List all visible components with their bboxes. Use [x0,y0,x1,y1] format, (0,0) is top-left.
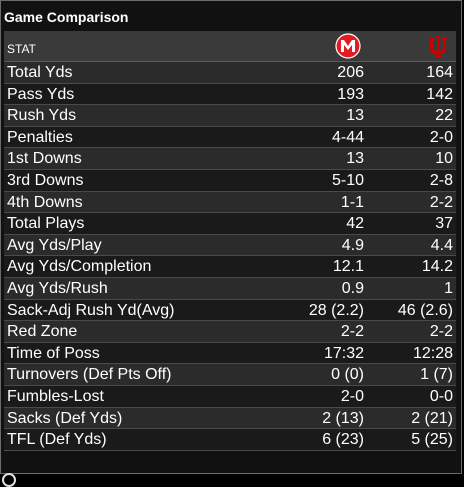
stat-row: Red Zone 2-2 2-2 [4,321,456,343]
team1-value: 4.9 [341,236,364,254]
stat-label: Time of Poss [7,344,100,362]
team2-value: 14.2 [421,258,453,276]
stat-row: 4th Downs 1-1 2-2 [4,191,456,214]
team1-value: 2-2 [340,323,364,341]
team1-value: 193 [337,85,364,103]
team2-value: 5 (25) [411,431,453,449]
team2-value: 2 (21) [411,409,453,427]
stat-label: Red Zone [7,323,78,341]
team2-value: 37 [435,215,453,233]
stat-row: Pass Yds 193 142 [4,83,456,106]
stat-label: 1st Downs [7,150,82,168]
bottom-strip [0,474,464,478]
team2-value: 2-0 [429,128,453,146]
stat-label: Sack-Adj Rush Yd(Avg) [7,301,175,319]
team2-value: 0-0 [429,387,453,405]
team1-value: 1-1 [340,193,364,211]
stat-label: Sacks (Def Yds) [7,409,123,427]
team2-value: 1 (7) [420,366,453,384]
team2-value: 2-8 [429,171,453,189]
team2-value: 46 (2.6) [397,301,453,319]
stat-label: 3rd Downs [7,171,84,189]
team2-value: 10 [435,150,453,168]
indiana-iu-logo-icon [429,35,447,58]
team2-value: 1 [444,279,453,297]
team1-value: 4-44 [331,128,364,146]
stat-row: Rush Yds 13 22 [4,105,456,127]
stat-row: Sacks (Def Yds) 2 (13) 2 (21) [4,407,456,430]
stat-row: Time of Poss 17:32 12:28 [4,342,456,365]
team2-value: 2-2 [429,193,453,211]
stat-label: Total Plays [7,215,85,233]
stat-row: Penalties 4-44 2-0 [4,126,456,149]
team1-value: 5-10 [331,171,364,189]
stat-label: Fumbles-Lost [7,387,104,405]
team1-value: 2 (13) [322,409,364,427]
panel-title: Game Comparison [4,9,129,25]
team2-value: 22 [435,107,453,125]
team1-value: 13 [346,107,364,125]
team1-value: 206 [337,64,364,81]
stat-rows: Total Yds 206 164 Pass Yds 193 142 Rush … [4,62,456,451]
team1-value: 17:32 [323,344,364,362]
stat-label: Turnovers (Def Pts Off) [7,366,172,384]
stat-row: TFL (Def Yds) 6 (23) 5 (25) [4,429,456,451]
team2-value: 2-2 [429,323,453,341]
team1-value: 13 [346,150,364,168]
stat-row: 1st Downs 13 10 [4,148,456,170]
stat-row: Fumbles-Lost 2-0 0-0 [4,385,456,408]
stat-label: TFL (Def Yds) [7,431,107,449]
stat-column-header: STAT [7,42,36,56]
maryland-m-logo-icon [335,33,361,59]
stat-row: Total Yds 206 164 [4,62,456,84]
stat-label: Avg Yds/Completion [7,258,152,276]
stat-row: Avg Yds/Completion 12.1 14.2 [4,256,456,278]
stat-label: Pass Yds [7,85,75,103]
stat-label: Rush Yds [7,107,77,125]
stat-header-row: STAT [4,31,456,62]
stat-row: Avg Yds/Play 4.9 4.4 [4,234,456,257]
team2-value: 12:28 [412,344,453,362]
stat-row: 3rd Downs 5-10 2-8 [4,169,456,192]
scroll-indicator-icon[interactable] [2,473,16,487]
team1-value: 0 (0) [331,366,364,384]
team2-value: 142 [426,85,453,103]
stat-row: Turnovers (Def Pts Off) 0 (0) 1 (7) [4,364,456,386]
team1-value: 6 (23) [322,431,364,449]
stat-label: 4th Downs [7,193,83,211]
team2-value: 4.4 [430,236,453,254]
stat-row: Avg Yds/Rush 0.9 1 [4,277,456,300]
team1-value: 28 (2.2) [308,301,364,319]
team1-value: 0.9 [341,279,364,297]
team1-value: 12.1 [332,258,364,276]
team1-value: 42 [346,215,364,233]
game-comparison-panel: Game Comparison STAT Total Yds 206 164 P… [0,0,462,474]
stat-label: Avg Yds/Play [7,236,102,254]
stat-label: Penalties [7,128,73,146]
stat-label: Total Yds [7,64,73,81]
stat-label: Avg Yds/Rush [7,279,108,297]
stat-row: Sack-Adj Rush Yd(Avg) 28 (2.2) 46 (2.6) [4,299,456,322]
team1-value: 2-0 [340,387,364,405]
stat-row: Total Plays 42 37 [4,213,456,235]
team2-value: 164 [426,64,453,81]
